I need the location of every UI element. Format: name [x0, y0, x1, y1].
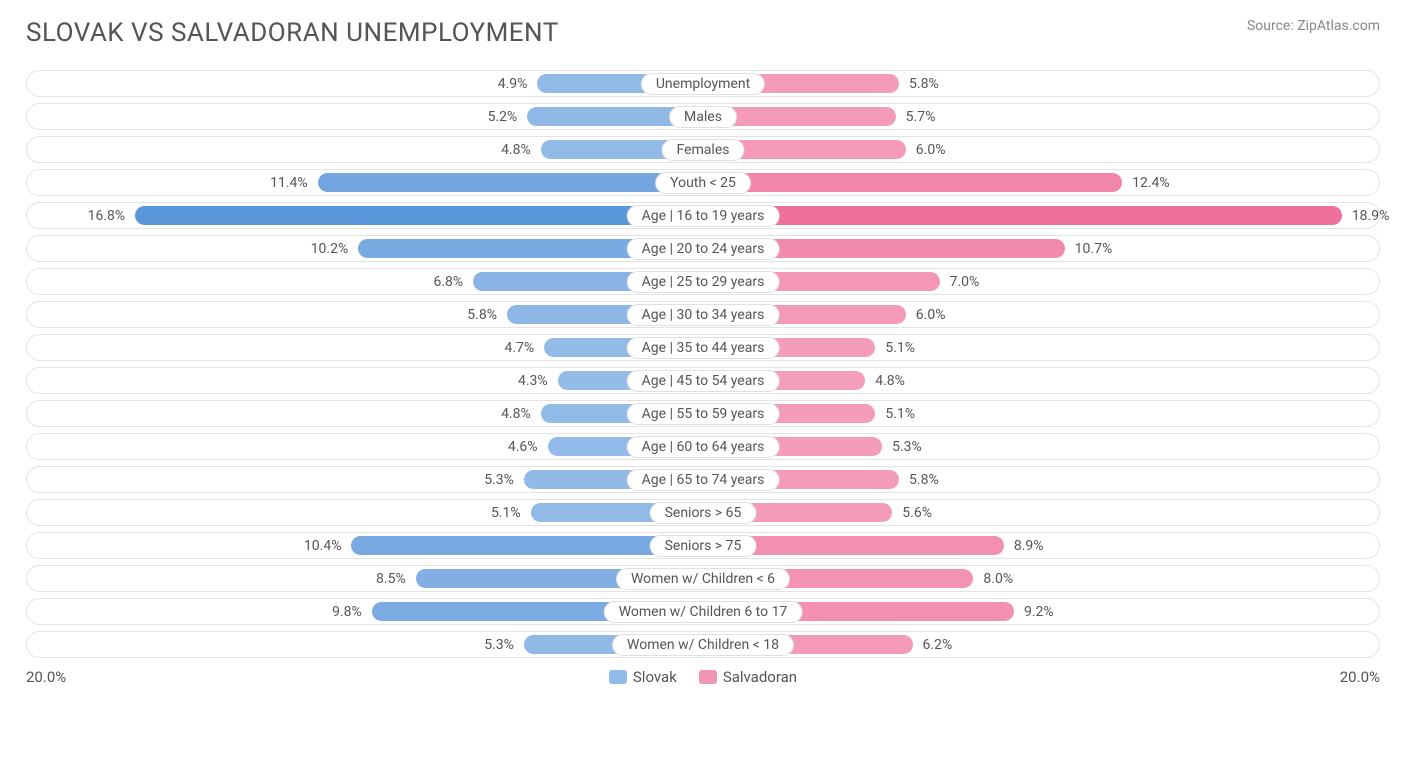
value-left: 4.8%	[501, 406, 531, 422]
value-right: 8.0%	[983, 571, 1013, 587]
axis-right-max: 20.0%	[1340, 668, 1380, 686]
bar-right	[703, 173, 1122, 192]
value-left: 4.9%	[498, 76, 528, 92]
value-left: 10.4%	[304, 538, 342, 554]
row-label: Women w/ Children < 6	[616, 568, 790, 590]
value-left: 8.5%	[376, 571, 406, 587]
chart-row: 5.3% 6.2% Women w/ Children < 18	[26, 631, 1380, 658]
source-link[interactable]: ZipAtlas.com	[1297, 18, 1380, 34]
row-label: Age | 20 to 24 years	[627, 238, 780, 260]
value-right: 5.3%	[892, 439, 922, 455]
row-label: Women w/ Children 6 to 17	[604, 601, 803, 623]
source-prefix: Source:	[1247, 18, 1297, 34]
value-left: 5.1%	[491, 505, 521, 521]
value-left: 5.8%	[467, 307, 497, 323]
chart-row: 10.2% 10.7% Age | 20 to 24 years	[26, 235, 1380, 262]
chart-row: 4.9% 5.8% Unemployment	[26, 70, 1380, 97]
value-right: 5.1%	[885, 406, 915, 422]
axis-left-max: 20.0%	[26, 668, 66, 686]
chart-row: 10.4% 8.9% Seniors > 75	[26, 532, 1380, 559]
legend-label-left: Slovak	[633, 668, 677, 686]
row-label: Age | 60 to 64 years	[627, 436, 780, 458]
row-label: Females	[662, 139, 745, 161]
value-right: 18.9%	[1352, 208, 1390, 224]
chart-row: 4.7% 5.1% Age | 35 to 44 years	[26, 334, 1380, 361]
value-right: 7.0%	[950, 274, 980, 290]
value-right: 6.0%	[916, 142, 946, 158]
value-left: 4.8%	[501, 142, 531, 158]
chart-container: SLOVAK VS SALVADORAN UNEMPLOYMENT Source…	[0, 0, 1406, 698]
value-right: 5.8%	[909, 76, 939, 92]
bar-left	[318, 173, 703, 192]
legend-item-left: Slovak	[609, 668, 677, 686]
row-label: Age | 65 to 74 years	[627, 469, 780, 491]
row-label: Males	[669, 106, 737, 128]
chart-row: 16.8%18.9%Age | 16 to 19 years	[26, 202, 1380, 229]
value-left: 4.6%	[508, 439, 538, 455]
value-right: 4.8%	[875, 373, 905, 389]
legend-swatch-left	[609, 670, 627, 684]
chart-footer: 20.0% Slovak Salvadoran 20.0%	[26, 668, 1380, 686]
value-left: 4.3%	[518, 373, 548, 389]
row-label: Age | 30 to 34 years	[627, 304, 780, 326]
source-credit: Source: ZipAtlas.com	[1247, 18, 1380, 34]
row-label: Age | 25 to 29 years	[627, 271, 780, 293]
chart-row: 4.6% 5.3% Age | 60 to 64 years	[26, 433, 1380, 460]
value-left: 5.3%	[484, 472, 514, 488]
chart-row: 5.8% 6.0% Age | 30 to 34 years	[26, 301, 1380, 328]
value-left: 9.8%	[332, 604, 362, 620]
value-left: 5.2%	[488, 109, 518, 125]
row-label: Women w/ Children < 18	[612, 634, 794, 656]
row-label: Age | 16 to 19 years	[627, 205, 780, 227]
value-left: 11.4%	[270, 175, 308, 191]
legend-label-right: Salvadoran	[723, 668, 797, 686]
row-label: Age | 45 to 54 years	[627, 370, 780, 392]
value-left: 5.3%	[484, 637, 514, 653]
value-left: 4.7%	[504, 340, 534, 356]
bar-left	[135, 206, 703, 225]
value-left: 16.8%	[88, 208, 126, 224]
chart-row: 5.3% 5.8% Age | 65 to 74 years	[26, 466, 1380, 493]
legend-item-right: Salvadoran	[699, 668, 797, 686]
header: SLOVAK VS SALVADORAN UNEMPLOYMENT Source…	[26, 18, 1380, 48]
value-right: 6.0%	[916, 307, 946, 323]
row-label: Seniors > 75	[650, 535, 757, 557]
value-right: 5.7%	[906, 109, 936, 125]
row-label: Age | 55 to 59 years	[627, 403, 780, 425]
value-right: 12.4%	[1132, 175, 1170, 191]
chart-row: 6.8% 7.0% Age | 25 to 29 years	[26, 268, 1380, 295]
chart-row: 4.8% 5.1% Age | 55 to 59 years	[26, 400, 1380, 427]
value-right: 6.2%	[923, 637, 953, 653]
value-right: 10.7%	[1075, 241, 1113, 257]
value-left: 10.2%	[311, 241, 349, 257]
chart-row: 11.4% 12.4% Youth < 25	[26, 169, 1380, 196]
row-label: Age | 35 to 44 years	[627, 337, 780, 359]
row-label: Seniors > 65	[650, 502, 757, 524]
chart-row: 8.5% 8.0% Women w/ Children < 6	[26, 565, 1380, 592]
value-right: 5.8%	[909, 472, 939, 488]
value-left: 6.8%	[433, 274, 463, 290]
chart-row: 4.8% 6.0% Females	[26, 136, 1380, 163]
chart-row: 5.2% 5.7% Males	[26, 103, 1380, 130]
row-label: Unemployment	[641, 73, 765, 95]
bar-right	[703, 206, 1342, 225]
value-right: 9.2%	[1024, 604, 1054, 620]
chart-row: 9.8% 9.2% Women w/ Children 6 to 17	[26, 598, 1380, 625]
value-right: 5.1%	[885, 340, 915, 356]
row-label: Youth < 25	[655, 172, 751, 194]
legend-swatch-right	[699, 670, 717, 684]
chart-row: 4.3% 4.8% Age | 45 to 54 years	[26, 367, 1380, 394]
chart-row: 5.1% 5.6% Seniors > 65	[26, 499, 1380, 526]
chart-rows: 4.9% 5.8% Unemployment 5.2% 5.7% Males 4.8% 6.0…	[26, 70, 1380, 658]
chart-title: SLOVAK VS SALVADORAN UNEMPLOYMENT	[26, 18, 559, 48]
value-right: 8.9%	[1014, 538, 1044, 554]
legend: Slovak Salvadoran	[609, 668, 797, 686]
value-right: 5.6%	[902, 505, 932, 521]
